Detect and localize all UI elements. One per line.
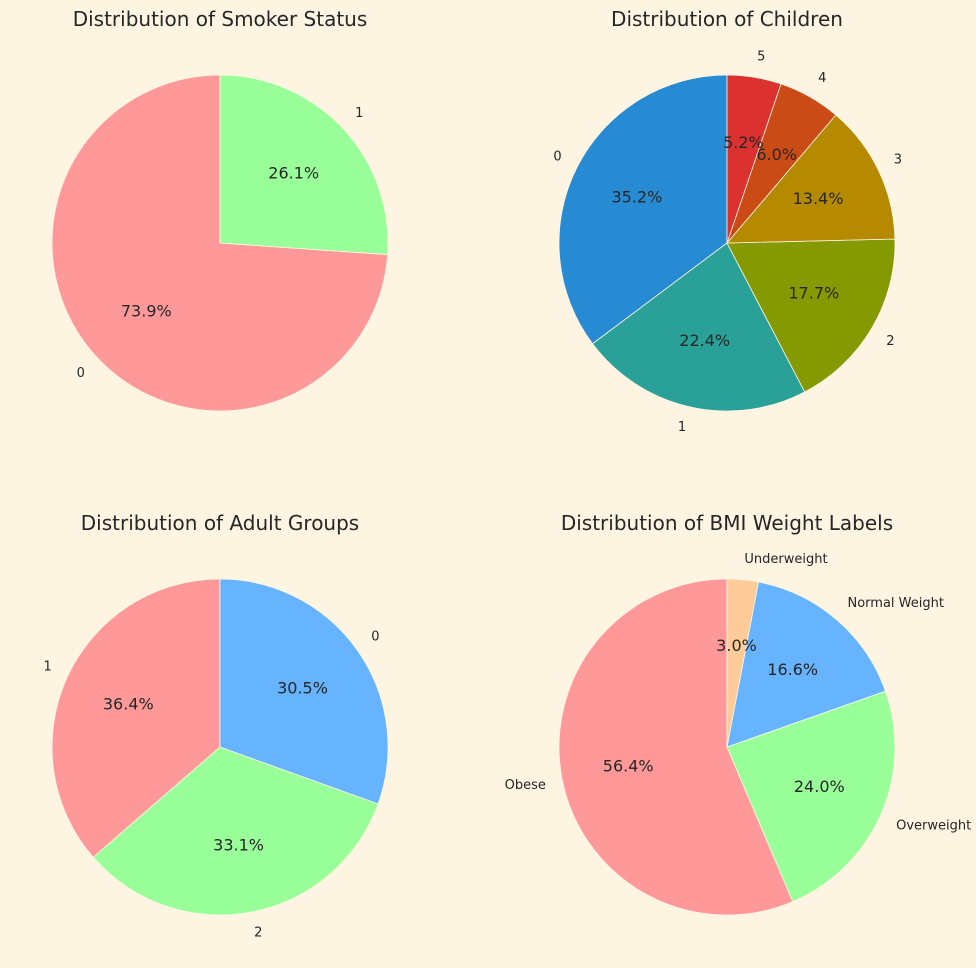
- slice-percent-label: 24.0%: [794, 777, 845, 796]
- slice-category-label: 0: [77, 366, 85, 381]
- pie-chart-2: Distribution of Children35.2%022.4%117.7…: [553, 7, 902, 435]
- slice-category-label: 0: [371, 630, 379, 645]
- slice-category-label: 2: [254, 926, 262, 941]
- chart-title: Distribution of Adult Groups: [81, 511, 359, 535]
- pie-slice: [726, 581, 886, 748]
- pie-slice: [558, 578, 794, 916]
- pie-slice: [591, 242, 806, 412]
- slice-percent-label: 22.4%: [679, 331, 730, 350]
- slice-percent-label: 56.4%: [603, 757, 654, 776]
- slice-category-label: Obese: [505, 778, 546, 793]
- pie-slice: [51, 578, 221, 858]
- chart-title: Distribution of Children: [611, 7, 843, 31]
- slice-percent-label: 30.5%: [277, 679, 328, 698]
- pie-slice: [219, 74, 389, 256]
- pie-chart-1: Distribution of Smoker Status 73.9% 0 26.1%…: [51, 7, 389, 412]
- chart-title: Distribution of BMI Weight Labels: [561, 511, 893, 535]
- slice-category-label: 3: [894, 153, 902, 168]
- pie-slice: [726, 578, 759, 748]
- pie-slice: [726, 114, 896, 244]
- pie-slice: [219, 578, 389, 805]
- slice-percent-label: 5.2%: [723, 133, 764, 152]
- pie-slice: [726, 238, 896, 393]
- slice-percent-label: 16.6%: [767, 660, 818, 679]
- slice-category-label: 1: [44, 659, 52, 674]
- pie-chart-4: Distribution of BMI Weight Labels 56.4% Ob…: [505, 511, 971, 916]
- slice-percent-label: 35.2%: [611, 187, 662, 206]
- slice-category-label: 2: [886, 334, 894, 349]
- slice-percent-label: 36.4%: [103, 695, 154, 714]
- pie-slice: [92, 746, 379, 916]
- slice-percent-label: 73.9%: [121, 301, 172, 320]
- slice-category-label: Overweight: [896, 819, 971, 834]
- slice-percent-label: 3.0%: [716, 636, 757, 655]
- slice-percent-label: 13.4%: [793, 189, 844, 208]
- slice-category-label: 0: [553, 149, 561, 164]
- pie-slice: [726, 74, 782, 244]
- slice-category-label: 1: [355, 106, 363, 121]
- pie-slice: [558, 74, 728, 345]
- slice-category-label: 1: [678, 420, 686, 435]
- slice-percent-label: 6.0%: [756, 145, 797, 164]
- slice-category-label: Underweight: [744, 552, 827, 567]
- pie-chart-3: Distribution of Adult Groups 36.4% 1 33.1% 2…: [44, 511, 389, 941]
- slice-category-label: 4: [818, 71, 826, 86]
- pie-slice: [726, 690, 896, 903]
- slice-category-label: Normal Weight: [848, 596, 944, 611]
- chart-title: Distribution of Smoker Status: [73, 7, 368, 31]
- slice-percent-label: 26.1%: [268, 164, 319, 183]
- slice-percent-label: 17.7%: [788, 284, 839, 303]
- slice-category-label: 5: [757, 50, 765, 65]
- slice-percent-label: 33.1%: [213, 836, 264, 855]
